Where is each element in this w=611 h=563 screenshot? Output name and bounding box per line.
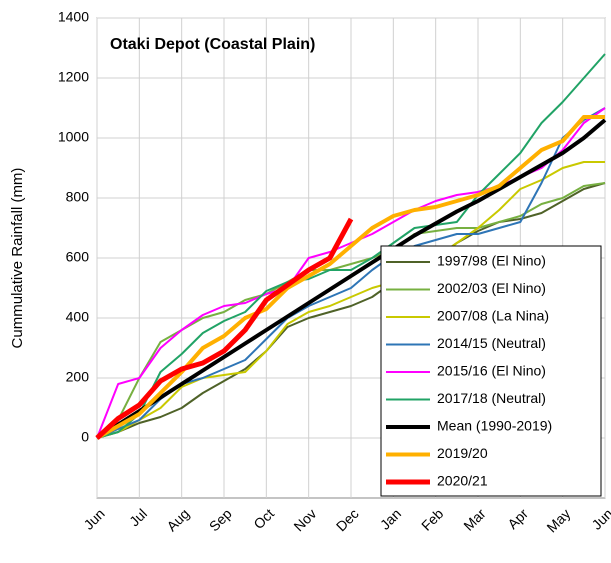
series-line <box>96 53 606 439</box>
x-tick-label: Oct <box>250 505 277 532</box>
y-axis-label: Cummulative Rainfall (mm) <box>9 168 26 349</box>
legend-label: 2014/15 (Neutral) <box>437 335 546 351</box>
legend-label: 2020/21 <box>437 473 488 489</box>
y-tick-label: 400 <box>66 309 90 325</box>
y-tick-label: 200 <box>66 369 90 385</box>
x-tick-label: Jun <box>80 505 107 532</box>
x-tick-label: Feb <box>418 505 447 534</box>
x-tick-label: Jun <box>588 505 611 532</box>
series-line <box>95 118 607 440</box>
legend-label: 1997/98 (El Nino) <box>437 253 546 269</box>
y-tick-label: 1200 <box>58 69 89 85</box>
legend-label: 2007/08 (La Nina) <box>437 308 549 324</box>
series-line <box>96 161 605 439</box>
series-line <box>96 182 606 439</box>
y-tick-label: 1400 <box>58 9 89 25</box>
legend-label: 2002/03 (El Nino) <box>437 280 546 296</box>
x-tick-label: Aug <box>163 505 192 534</box>
x-tick-label: Jul <box>126 505 150 529</box>
x-tick-label: Sep <box>206 505 235 534</box>
y-tick-label: 600 <box>66 249 90 265</box>
legend-label: 2019/20 <box>437 445 488 461</box>
series-line <box>95 217 354 440</box>
x-tick-label: Nov <box>290 505 319 534</box>
x-tick-label: Dec <box>333 505 362 534</box>
y-tick-label: 0 <box>81 429 89 445</box>
x-tick-label: May <box>543 505 573 535</box>
chart-title: Otaki Depot (Coastal Plain) <box>110 36 315 53</box>
x-tick-label: Mar <box>460 505 489 534</box>
legend-label: 2017/18 (Neutral) <box>437 390 546 406</box>
y-tick-label: 800 <box>66 189 90 205</box>
x-tick-label: Jan <box>377 505 404 532</box>
series-line <box>96 115 605 440</box>
legend-label: Mean (1990-2019) <box>437 418 552 434</box>
x-tick-label: Apr <box>504 505 531 532</box>
y-tick-label: 1000 <box>58 129 89 145</box>
legend-label: 2015/16 (El Nino) <box>437 363 546 379</box>
